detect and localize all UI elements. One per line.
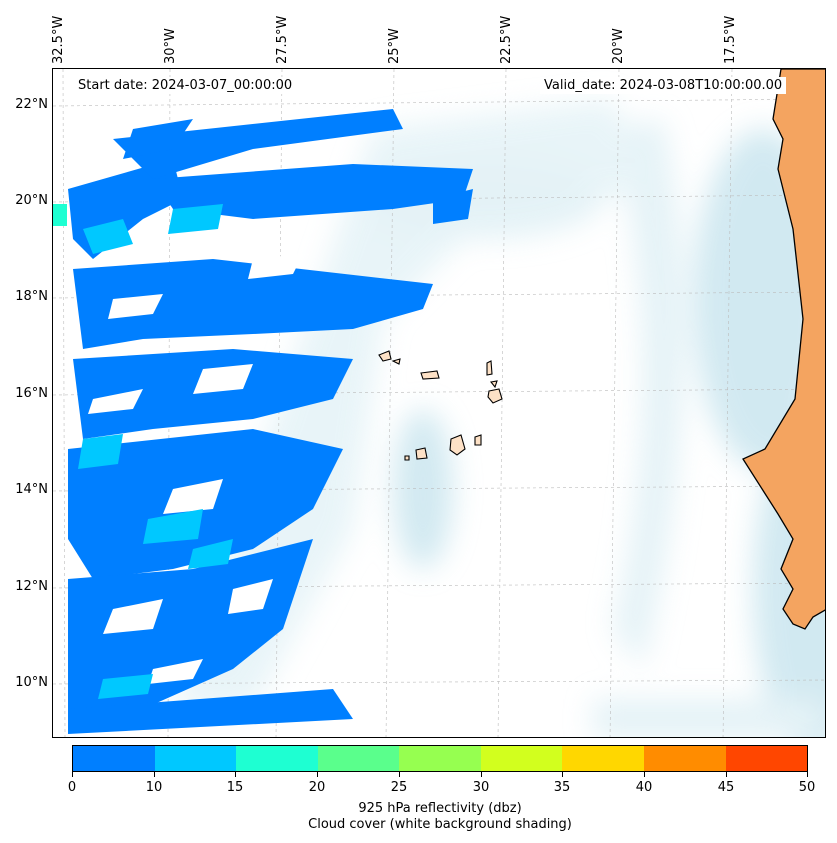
- lon-label-30w: 30°W: [163, 28, 178, 64]
- map-canvas: [53, 69, 825, 737]
- colorbar-tick: [72, 772, 73, 777]
- colorbar-segment: [154, 746, 237, 771]
- colorbar-tick: [726, 772, 727, 777]
- colorbar-tick-label: 25: [390, 780, 408, 795]
- start-date-label: Start date: 2024-03-07_00:00:00: [74, 77, 297, 94]
- colorbar-tick: [481, 772, 482, 777]
- colorbar-tick-label: 40: [635, 780, 653, 795]
- lat-label-14n: 14°N: [15, 482, 48, 497]
- colorbar-tick: [317, 772, 318, 777]
- colorbar-tick: [399, 772, 400, 777]
- colorbar-tick-label: 30: [472, 780, 490, 795]
- reflectivity-10-15: [78, 204, 233, 699]
- lat-label-18n: 18°N: [15, 289, 48, 304]
- reflectivity-colorbar: [72, 745, 808, 772]
- lon-label-22-5w: 22.5°W: [499, 15, 514, 64]
- lon-label-32-5w: 32.5°W: [51, 15, 66, 64]
- lon-label-25w: 25°W: [387, 28, 402, 64]
- colorbar-segment: [725, 746, 808, 771]
- colorbar-segment: [643, 746, 726, 771]
- colorbar-segment: [317, 746, 400, 771]
- reflectivity-holes: [88, 254, 303, 684]
- colorbar-tick: [235, 772, 236, 777]
- colorbar-segment: [562, 746, 644, 771]
- colorbar-title: 925 hPa reflectivity (dbz): [358, 801, 522, 816]
- west-africa-coastline: [742, 69, 825, 630]
- valid-date-label: Valid_date: 2024-03-08T10:00:00.00: [540, 77, 787, 94]
- colorbar-tick-label: 20: [308, 780, 326, 795]
- colorbar-tick: [807, 772, 808, 777]
- lat-label-16n: 16°N: [15, 386, 48, 401]
- lat-label-20n: 20°N: [15, 193, 48, 208]
- colorbar-tick-label: 0: [67, 780, 77, 795]
- colorbar-tick: [562, 772, 563, 777]
- colorbar-tick: [644, 772, 645, 777]
- lat-label-22n: 22°N: [15, 97, 48, 112]
- colorbar-segment: [480, 746, 563, 771]
- colorbar-tick-label: 45: [717, 780, 735, 795]
- reflectivity-15-20: [53, 204, 67, 226]
- colorbar-subtitle: Cloud cover (white background shading): [308, 817, 572, 832]
- colorbar-tick: [154, 772, 155, 777]
- colorbar-segment: [236, 746, 318, 771]
- colorbar-tick-label: 15: [226, 780, 244, 795]
- map-panel: [52, 68, 826, 738]
- lon-label-17-5w: 17.5°W: [723, 15, 738, 64]
- colorbar-segment: [399, 746, 481, 771]
- lat-label-10n: 10°N: [15, 675, 48, 690]
- colorbar-tick-label: 35: [553, 780, 571, 795]
- colorbar-segment: [73, 746, 155, 771]
- lon-label-27-5w: 27.5°W: [275, 15, 290, 64]
- colorbar-tick-label: 10: [145, 780, 163, 795]
- lon-label-20w: 20°W: [611, 28, 626, 64]
- cape-verde-islands: [378, 350, 503, 461]
- colorbar-tick-label: 50: [798, 780, 816, 795]
- lat-label-12n: 12°N: [15, 579, 48, 594]
